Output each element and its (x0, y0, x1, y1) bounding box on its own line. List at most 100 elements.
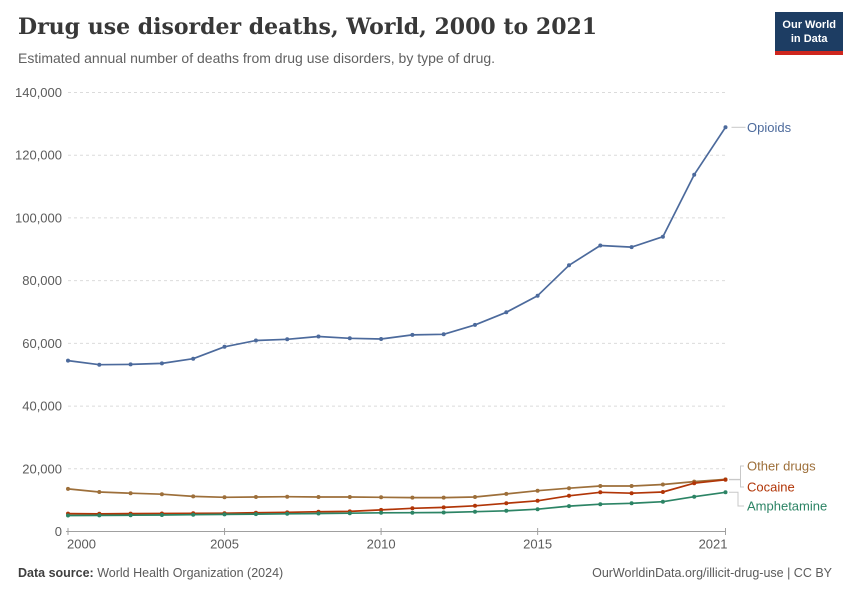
data-point-opioids-2013[interactable] (473, 322, 477, 327)
data-point-amphetamine-2013[interactable] (473, 509, 477, 514)
y-axis-tick-label: 20,000 (22, 461, 62, 476)
data-point-other-drugs-2009[interactable] (347, 495, 352, 499)
y-axis-tick-label: 60,000 (22, 336, 62, 351)
x-axis-tick-label: 2005 (210, 537, 239, 552)
data-point-other-drugs-2014[interactable] (504, 491, 509, 496)
data-point-other-drugs-2007[interactable] (285, 494, 290, 499)
series-line-opioids (67, 126, 727, 366)
data-point-amphetamine-2014[interactable] (504, 508, 509, 513)
data-point-amphetamine-2016[interactable] (567, 504, 571, 509)
y-axis-tick-label: 40,000 (22, 399, 62, 414)
owid-logo[interactable]: Our World in Data (775, 12, 843, 55)
data-point-amphetamine-2003[interactable] (159, 513, 164, 517)
data-point-other-drugs-2005[interactable] (222, 495, 227, 500)
data-point-amphetamine-2008[interactable] (316, 511, 321, 516)
data-point-other-drugs-2004[interactable] (191, 494, 196, 499)
data-point-other-drugs-2003[interactable] (159, 492, 164, 497)
data-point-cocaine-2010[interactable] (379, 507, 384, 512)
chart-subtitle: Estimated annual number of deaths from d… (18, 50, 496, 66)
entity-label-other-drugs[interactable]: Other drugs (747, 459, 816, 474)
data-point-opioids-2012[interactable] (441, 332, 446, 337)
data-point-opioids-2002[interactable] (128, 362, 133, 367)
data-point-cocaine-2013[interactable] (473, 503, 477, 508)
x-axis-tick-label: 2010 (367, 537, 396, 552)
data-point-cocaine-2012[interactable] (441, 505, 446, 510)
data-point-opioids-2009[interactable] (347, 336, 352, 341)
data-point-opioids-2005[interactable] (222, 344, 227, 349)
entity-label-opioids[interactable]: Opioids (747, 120, 792, 135)
data-point-opioids-2017[interactable] (598, 243, 603, 248)
line-chart: 0 20,000 40,000 60,000 80,000 100,000 120,000 1… (15, 85, 827, 552)
data-point-opioids-2010[interactable] (379, 337, 384, 341)
data-point-amphetamine-2018[interactable] (629, 501, 634, 506)
data-point-opioids-2007[interactable] (285, 337, 290, 342)
data-source-value: World Health Organization (2024) (97, 566, 284, 580)
data-point-cocaine-2018[interactable] (629, 491, 634, 496)
data-point-amphetamine-2005[interactable] (222, 512, 227, 517)
data-point-amphetamine-2019[interactable] (660, 499, 665, 504)
data-point-opioids-2008[interactable] (316, 334, 321, 339)
data-point-amphetamine-2010[interactable] (379, 510, 384, 515)
data-point-cocaine-2020[interactable] (692, 481, 697, 486)
data-point-cocaine-2019[interactable] (660, 490, 665, 494)
label-connector-other-drugs (729, 465, 744, 480)
data-point-opioids-2006[interactable] (253, 338, 258, 343)
data-point-cocaine-2015[interactable] (535, 498, 540, 503)
data-point-other-drugs-2002[interactable] (128, 491, 133, 496)
y-axis-tick-label: 140,000 (15, 85, 62, 100)
data-point-other-drugs-2016[interactable] (567, 486, 571, 491)
entity-label-amphetamine[interactable]: Amphetamine (747, 499, 827, 514)
data-point-other-drugs-2011[interactable] (410, 495, 415, 500)
data-point-other-drugs-2015[interactable] (535, 488, 540, 493)
data-point-other-drugs-2006[interactable] (253, 495, 258, 499)
data-point-amphetamine-2007[interactable] (285, 511, 290, 516)
owid-logo-line1: Our World (782, 19, 836, 31)
series-line-amphetamine (67, 491, 726, 517)
data-point-amphetamine-2001[interactable] (97, 513, 102, 518)
data-point-opioids-2003[interactable] (159, 361, 164, 366)
data-point-opioids-2001[interactable] (97, 362, 102, 367)
credit-line[interactable]: OurWorldinData.org/illicit-drug-use | CC… (592, 566, 832, 580)
data-point-amphetamine-2015[interactable] (535, 507, 540, 512)
chart-footer: Data source: World Health Organization (… (18, 566, 832, 580)
data-point-amphetamine-2012[interactable] (441, 510, 446, 515)
data-point-opioids-2011[interactable] (410, 332, 415, 337)
data-point-amphetamine-2009[interactable] (347, 511, 352, 516)
data-point-cocaine-2016[interactable] (567, 493, 571, 498)
label-connector-cocaine (729, 479, 744, 488)
data-point-cocaine-2011[interactable] (410, 506, 415, 511)
data-point-opioids-2018[interactable] (629, 245, 634, 250)
x-axis-tick-label: 2015 (523, 537, 552, 552)
data-point-opioids-2019[interactable] (660, 234, 665, 239)
data-point-cocaine-2014[interactable] (504, 501, 509, 506)
data-point-other-drugs-2017[interactable] (598, 484, 603, 488)
data-point-amphetamine-2006[interactable] (253, 512, 258, 517)
data-point-opioids-2015[interactable] (535, 293, 540, 298)
y-axis-tick-label: 80,000 (22, 273, 62, 288)
data-point-opioids-2014[interactable] (504, 310, 509, 315)
data-point-amphetamine-2004[interactable] (191, 512, 196, 517)
data-point-amphetamine-2017[interactable] (598, 502, 603, 507)
data-point-other-drugs-2001[interactable] (97, 490, 102, 494)
data-point-opioids-2000[interactable] (66, 358, 70, 363)
data-point-other-drugs-2018[interactable] (629, 484, 634, 488)
entity-label-cocaine[interactable]: Cocaine (747, 480, 795, 495)
data-point-opioids-2021[interactable] (723, 125, 728, 130)
data-point-amphetamine-2011[interactable] (410, 510, 415, 515)
data-point-other-drugs-2000[interactable] (66, 486, 70, 491)
data-point-amphetamine-2020[interactable] (692, 494, 697, 499)
data-point-opioids-2004[interactable] (191, 356, 196, 361)
data-point-cocaine-2021[interactable] (723, 477, 728, 482)
data-point-amphetamine-2002[interactable] (128, 513, 133, 518)
data-point-opioids-2020[interactable] (692, 172, 697, 177)
data-point-other-drugs-2008[interactable] (316, 495, 321, 499)
data-point-other-drugs-2013[interactable] (473, 495, 477, 499)
data-point-amphetamine-2000[interactable] (66, 513, 70, 518)
data-point-other-drugs-2010[interactable] (379, 495, 384, 500)
data-point-cocaine-2017[interactable] (598, 490, 603, 495)
data-point-amphetamine-2021[interactable] (723, 490, 728, 495)
data-point-other-drugs-2019[interactable] (660, 482, 665, 487)
data-point-opioids-2016[interactable] (567, 263, 571, 268)
data-point-other-drugs-2012[interactable] (441, 495, 446, 500)
